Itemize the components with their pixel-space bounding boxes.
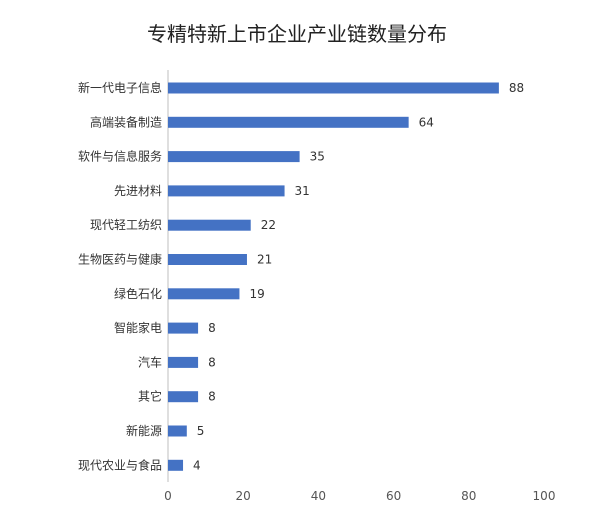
x-tick-label: 80 <box>461 489 476 503</box>
chart-title: 专精特新上市企业产业链数量分布 <box>147 22 447 46</box>
category-label: 智能家电 <box>114 320 162 335</box>
data-label: 88 <box>509 81 524 95</box>
data-label: 31 <box>295 184 310 198</box>
category-label: 软件与信息服务 <box>78 149 162 164</box>
bar <box>168 356 199 368</box>
data-label: 21 <box>257 253 272 267</box>
bar <box>168 219 251 231</box>
x-tick-label: 60 <box>386 489 401 503</box>
bar <box>168 425 187 437</box>
category-label: 生物医药与健康 <box>78 252 162 267</box>
data-label: 35 <box>310 150 325 164</box>
data-label: 22 <box>261 218 276 232</box>
data-label: 64 <box>419 115 434 129</box>
category-label: 新能源 <box>126 423 162 438</box>
bar <box>168 82 499 94</box>
bar <box>168 185 285 197</box>
category-label: 其它 <box>138 389 162 404</box>
x-tick-label: 0 <box>164 489 172 503</box>
category-label: 汽车 <box>138 354 162 369</box>
data-label: 5 <box>197 424 205 438</box>
x-tick-label: 20 <box>236 489 251 503</box>
category-label: 绿色石化 <box>114 286 162 301</box>
bar <box>168 459 184 471</box>
data-label: 4 <box>193 458 201 472</box>
category-label: 现代农业与食品 <box>78 457 162 472</box>
bar <box>168 116 409 128</box>
x-tick-label: 40 <box>311 489 326 503</box>
category-label: 现代轻工纺织 <box>90 218 162 232</box>
data-label: 8 <box>208 355 216 369</box>
bar <box>168 322 199 334</box>
bar <box>168 151 300 163</box>
data-label: 8 <box>208 390 216 404</box>
data-label: 8 <box>208 321 216 335</box>
data-label: 19 <box>249 287 264 301</box>
bar <box>168 254 247 265</box>
category-label: 新一代电子信息 <box>78 80 162 95</box>
bar <box>168 288 240 300</box>
bar <box>168 391 199 403</box>
x-tick-label: 100 <box>533 489 556 503</box>
category-label: 高端装备制造 <box>90 114 162 129</box>
category-label: 先进材料 <box>114 184 162 198</box>
